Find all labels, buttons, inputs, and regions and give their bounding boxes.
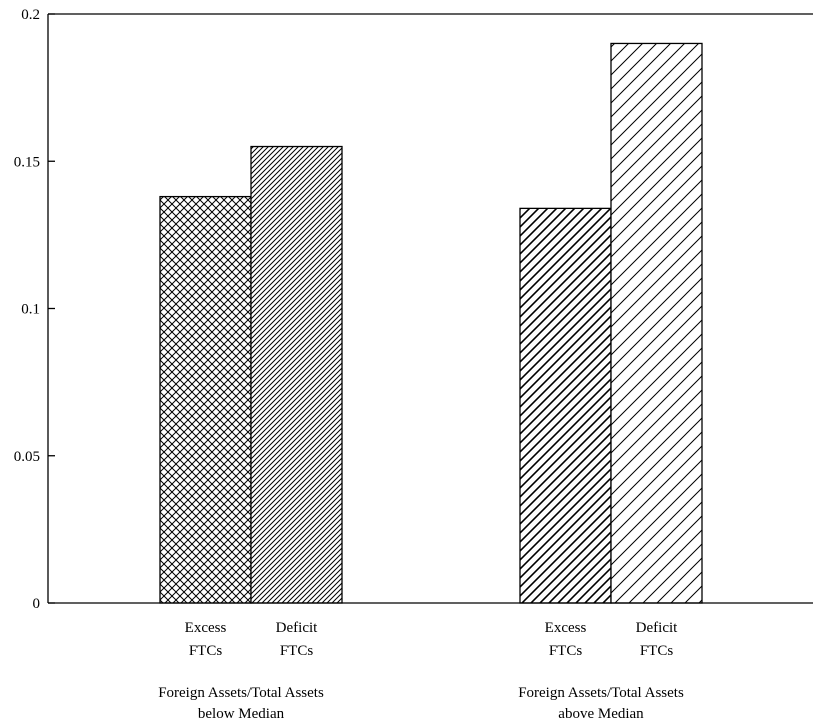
bar-label-line2: FTCs [189,643,223,659]
group-label-line1: Foreign Assets/Total Assets [518,685,684,701]
bar-label-line2: FTCs [640,643,674,659]
y-axis-ticks: 0 0.05 0.1 0.15 0.2 [14,7,55,612]
group-label-line2: below Median [198,706,285,722]
y-tick-label: 0 [33,596,41,612]
group-label-line1: Foreign Assets/Total Assets [158,685,324,701]
y-tick-label: 0.15 [14,154,40,170]
bar-label-line1: Excess [545,620,587,636]
bar-label-line1: Deficit [636,620,678,636]
y-tick-label: 0.1 [21,302,40,318]
y-tick-label: 0.05 [14,449,40,465]
bar-deficit-above-median [610,42,703,604]
bars [159,42,703,604]
group-label-line2: above Median [558,706,644,722]
bar-deficit-below-median [250,145,343,604]
bar-label-line1: Excess [185,620,227,636]
bar-label-line2: FTCs [280,643,314,659]
bar-excess-above-median [519,207,612,604]
bar-excess-below-median [159,195,252,604]
bar-label-line1: Deficit [276,620,318,636]
x-axis-labels: Excess FTCs Deficit FTCs Excess FTCs Deficit FT… [158,620,684,722]
y-tick-label: 0.2 [21,7,40,23]
bar-label-line2: FTCs [549,643,583,659]
